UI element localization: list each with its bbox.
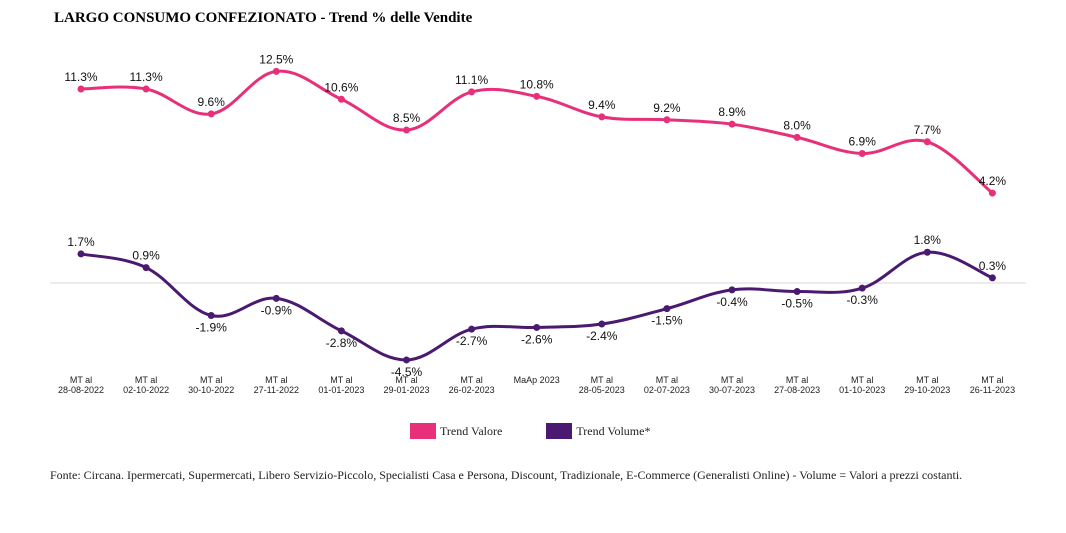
valore-point-10[interactable] (728, 120, 736, 128)
valore-data-label-3: 12.5% (259, 52, 293, 66)
volume-point-14[interactable] (988, 274, 996, 282)
x-tick-label-1: MT al 02-10-2022 (123, 375, 169, 395)
valore-point-3[interactable] (272, 67, 280, 75)
valore-data-label-4: 10.6% (324, 80, 358, 94)
volume-data-label-12: -0.3% (847, 293, 879, 307)
x-tick-label-10: MT al 30-07-2023 (709, 375, 755, 395)
valore-data-label-14: 4.2% (979, 174, 1007, 188)
volume-point-6[interactable] (468, 325, 476, 333)
x-tick-label-6: MT al 26-02-2023 (449, 375, 495, 395)
volume-point-2[interactable] (207, 311, 215, 319)
valore-point-14[interactable] (988, 189, 996, 197)
volume-data-label-11: -0.5% (781, 297, 813, 311)
chart-title: LARGO CONSUMO CONFEZIONATO - Trend % del… (54, 10, 473, 26)
valore-point-4[interactable] (337, 95, 345, 103)
volume-data-label-5: -4.5% (391, 365, 423, 379)
valore-data-label-12: 6.9% (849, 135, 877, 149)
valore-data-label-7: 10.8% (520, 77, 554, 91)
legend: Trend Valore Trend Volume* (410, 423, 650, 439)
valore-point-0[interactable] (77, 85, 85, 93)
valore-point-8[interactable] (598, 113, 606, 121)
x-tick-label-0: MT al 28-08-2022 (58, 375, 104, 395)
volume-data-label-9: -1.5% (651, 314, 683, 328)
x-tick-label-8: MT al 28-05-2023 (579, 375, 625, 395)
legend-item-volume[interactable]: Trend Volume* (546, 423, 650, 439)
volume-point-13[interactable] (923, 248, 931, 256)
x-tick-label-9: MT al 02-07-2023 (644, 375, 690, 395)
volume-data-label-3: -0.9% (261, 303, 293, 317)
x-tick-label-3: MT al 27-11-2022 (254, 375, 299, 395)
valore-point-7[interactable] (533, 92, 541, 100)
volume-point-10[interactable] (728, 286, 736, 294)
volume-data-label-13: 1.8% (914, 233, 942, 247)
valore-data-label-6: 11.1% (455, 73, 488, 87)
valore-data-label-10: 8.9% (718, 105, 746, 119)
x-tick-label-12: MT al 01-10-2023 (839, 375, 885, 395)
volume-point-4[interactable] (337, 327, 345, 335)
valore-point-6[interactable] (468, 88, 476, 96)
valore-data-label-8: 9.4% (588, 98, 616, 112)
volume-point-11[interactable] (793, 288, 801, 296)
legend-swatch-valore (410, 423, 436, 439)
volume-point-3[interactable] (272, 294, 280, 302)
volume-data-label-14: 0.3% (979, 259, 1007, 273)
volume-point-5[interactable] (403, 356, 410, 364)
volume-point-7[interactable] (533, 323, 541, 331)
x-tick-label-7: MaAp 2023 (514, 375, 560, 385)
volume-point-8[interactable] (598, 320, 606, 328)
volume-data-label-6: -2.7% (456, 334, 488, 348)
valore-point-5[interactable] (403, 126, 410, 134)
valore-data-label-1: 11.3% (130, 70, 163, 84)
legend-item-valore[interactable]: Trend Valore (410, 423, 502, 439)
volume-data-label-1: 0.9% (132, 249, 160, 263)
valore-point-13[interactable] (923, 138, 931, 146)
x-tick-label-13: MT al 29-10-2023 (904, 375, 950, 395)
x-tick-label-14: MT al 26-11-2023 (970, 375, 1015, 395)
valore-data-label-5: 8.5% (393, 111, 421, 125)
x-tick-label-5: MT al 29-01-2023 (383, 375, 429, 395)
legend-label-volume: Trend Volume* (576, 423, 651, 438)
volume-point-0[interactable] (77, 250, 85, 258)
volume-data-label-7: -2.6% (521, 332, 553, 346)
valore-point-1[interactable] (142, 85, 150, 93)
source-footnote: Fonte: Circana. Ipermercati, Supermercat… (50, 468, 963, 482)
volume-data-label-4: -2.8% (326, 336, 358, 350)
valore-data-label-13: 7.7% (914, 123, 942, 137)
valore-point-2[interactable] (207, 110, 215, 118)
valore-point-9[interactable] (663, 116, 671, 124)
x-tick-label-4: MT al 01-01-2023 (318, 375, 364, 395)
valore-data-label-11: 8.0% (783, 118, 811, 132)
volume-data-label-10: -0.4% (716, 295, 748, 309)
volume-point-9[interactable] (663, 305, 671, 313)
volume-data-label-8: -2.4% (586, 329, 618, 343)
valore-data-label-2: 9.6% (198, 95, 226, 109)
valore-point-12[interactable] (858, 150, 866, 158)
volume-data-label-2: -1.9% (196, 320, 228, 334)
valore-data-label-9: 9.2% (653, 101, 681, 115)
legend-swatch-volume (546, 423, 573, 439)
x-tick-label-11: MT al 27-08-2023 (774, 375, 820, 395)
legend-label-valore: Trend Valore (440, 423, 503, 438)
volume-point-1[interactable] (142, 264, 150, 272)
volume-point-12[interactable] (858, 284, 866, 292)
x-tick-label-2: MT al 30-10-2022 (188, 375, 234, 395)
volume-data-label-0: 1.7% (67, 235, 95, 249)
valore-point-11[interactable] (793, 133, 801, 141)
valore-data-label-0: 11.3% (64, 70, 97, 84)
